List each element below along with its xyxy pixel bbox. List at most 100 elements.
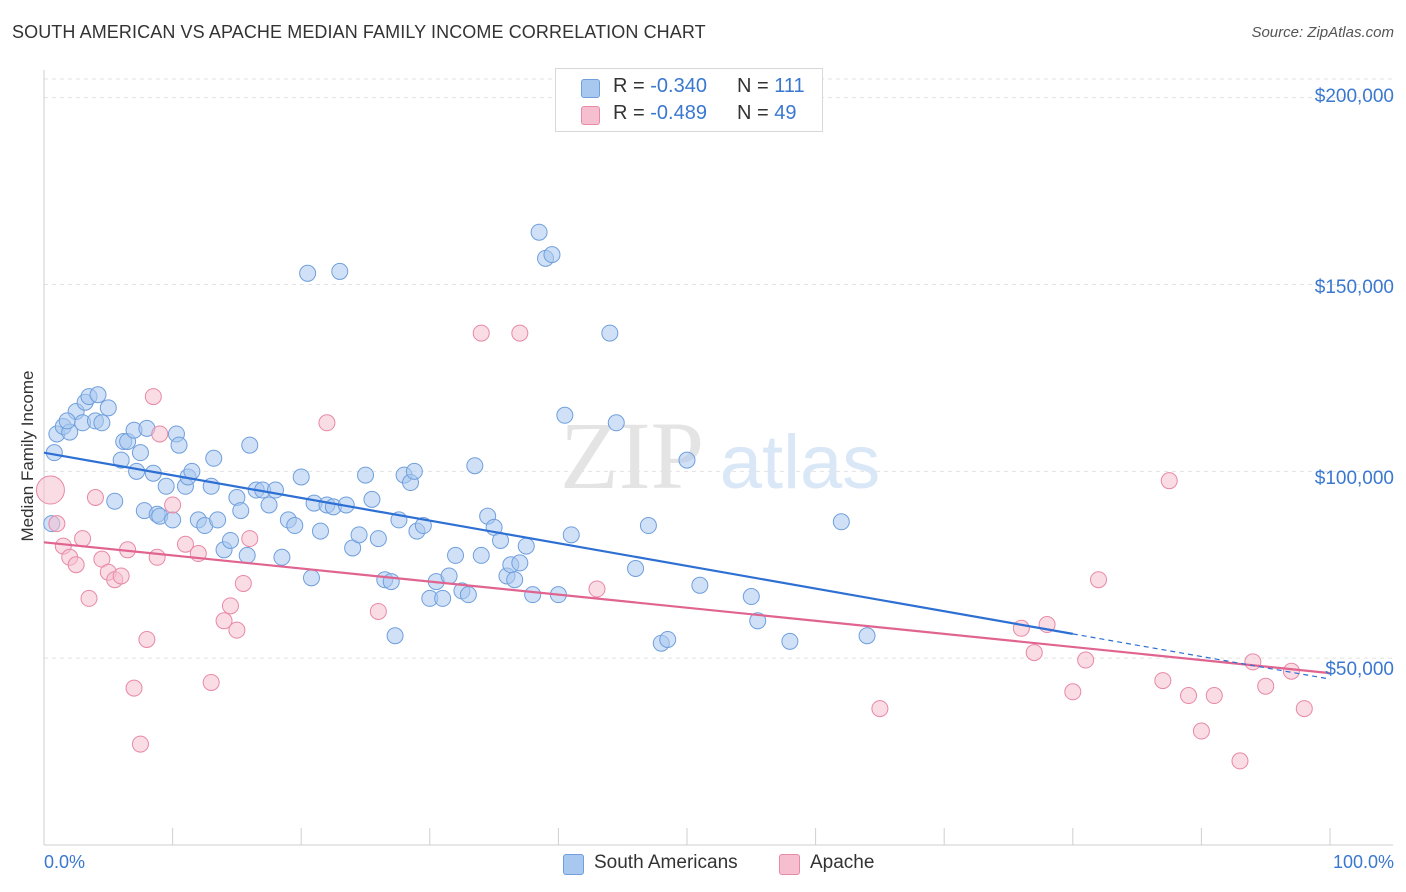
south-americans-point <box>556 406 574 424</box>
south-americans-point <box>238 546 256 564</box>
south-americans-point <box>524 586 542 604</box>
apache-point <box>112 567 130 585</box>
apache-point <box>215 612 233 630</box>
south-americans-point <box>434 589 452 607</box>
apache-point <box>131 735 149 753</box>
y-tick-label-200000: $200,000 <box>1314 86 1394 107</box>
south-americans-point <box>386 627 404 645</box>
south-americans-point <box>832 513 850 531</box>
south-americans-points <box>43 223 876 652</box>
apache-point <box>144 388 162 406</box>
south-americans-point <box>447 546 465 564</box>
apache-point <box>1012 619 1030 637</box>
apache-point <box>148 548 166 566</box>
south-americans-point <box>749 612 767 630</box>
x-tick-label-max: 100.0% <box>1332 852 1394 872</box>
south-americans-point <box>601 324 619 342</box>
apache-point <box>234 574 252 592</box>
south-americans-point <box>357 466 374 484</box>
legend-swatch-pink <box>581 106 600 125</box>
legend-r-label: R = <box>613 75 651 97</box>
apache-point <box>1295 700 1313 718</box>
south-americans-point <box>459 586 477 604</box>
apache-point <box>86 488 104 506</box>
apache-point <box>1025 644 1043 662</box>
apache-point <box>472 324 490 342</box>
apache-point <box>1064 683 1082 701</box>
series-swatch-blue <box>563 854 584 875</box>
south-americans-point <box>93 414 111 432</box>
legend-r-value: -0.340 <box>650 75 707 97</box>
south-americans-point <box>405 462 423 480</box>
south-americans-point <box>157 477 175 495</box>
south-americans-point <box>299 264 317 282</box>
south-americans-point <box>302 569 320 587</box>
south-americans-point <box>511 554 529 572</box>
legend-swatch-blue <box>581 79 600 98</box>
y-tick-label-50000: $50,000 <box>1325 659 1394 680</box>
apache-point <box>80 589 98 607</box>
apache-point <box>35 475 65 505</box>
apache-point <box>1077 651 1095 669</box>
apache-point <box>67 556 85 574</box>
legend-r-value: -0.489 <box>650 102 707 124</box>
south-americans-trend-extension <box>1072 633 1331 680</box>
apache-point <box>125 679 143 697</box>
south-americans-point <box>209 511 227 529</box>
south-americans-point <box>659 630 677 648</box>
apache-trend-line <box>43 541 1331 675</box>
south-americans-point <box>112 451 130 469</box>
legend-n-label: N = <box>737 102 775 124</box>
apache-point <box>1282 662 1300 680</box>
axes <box>43 70 1393 846</box>
apache-points <box>35 324 1313 770</box>
series-label-south-americans: South Americans <box>594 852 738 873</box>
south-americans-point <box>363 490 381 508</box>
watermark: ZIP atlas <box>560 402 880 509</box>
watermark-atlas: atlas <box>720 420 881 505</box>
south-americans-point <box>131 444 149 462</box>
legend-n-label: N = <box>737 75 775 97</box>
south-americans-point <box>562 526 580 544</box>
legend-r: R = -0.340 <box>613 75 707 98</box>
legend-r: R = -0.489 <box>613 102 707 125</box>
south-americans-point <box>781 632 799 650</box>
south-americans-point <box>350 526 368 544</box>
south-americans-point <box>472 546 490 564</box>
apache-point <box>48 515 66 533</box>
south-americans-point <box>678 451 696 469</box>
south-americans-point <box>89 386 107 404</box>
y-tick-label-150000: $150,000 <box>1314 277 1394 298</box>
x-tick-label-min: 0.0% <box>44 852 86 872</box>
south-americans-point <box>58 412 76 430</box>
apache-point <box>138 630 156 648</box>
south-americans-point <box>691 576 709 594</box>
south-americans-point <box>311 522 329 540</box>
south-americans-point <box>221 531 239 549</box>
apache-point <box>1231 752 1249 770</box>
south-americans-point <box>414 517 432 535</box>
apache-point <box>871 700 889 718</box>
series-legend: South Americans Apache <box>0 852 1406 878</box>
apache-point <box>176 535 194 553</box>
south-americans-point <box>382 573 400 591</box>
south-americans-point <box>742 588 760 606</box>
south-americans-point <box>331 262 349 280</box>
south-americans-point <box>286 517 304 535</box>
south-americans-point <box>466 457 484 475</box>
chart-source: Source: ZipAtlas.com <box>1251 24 1394 41</box>
apache-point <box>588 580 606 598</box>
legend-n-value: 49 <box>774 102 797 124</box>
south-americans-point <box>232 502 250 520</box>
south-americans-point <box>260 496 278 514</box>
apache-point <box>1257 677 1275 695</box>
south-americans-point <box>517 537 535 555</box>
south-americans-point <box>205 449 223 467</box>
chart-title: SOUTH AMERICAN VS APACHE MEDIAN FAMILY I… <box>12 22 706 42</box>
south-americans-point <box>506 571 524 589</box>
apache-point <box>202 673 220 691</box>
south-americans-point <box>170 436 188 454</box>
south-americans-point <box>106 492 124 510</box>
x-tick-marks <box>43 828 1331 845</box>
